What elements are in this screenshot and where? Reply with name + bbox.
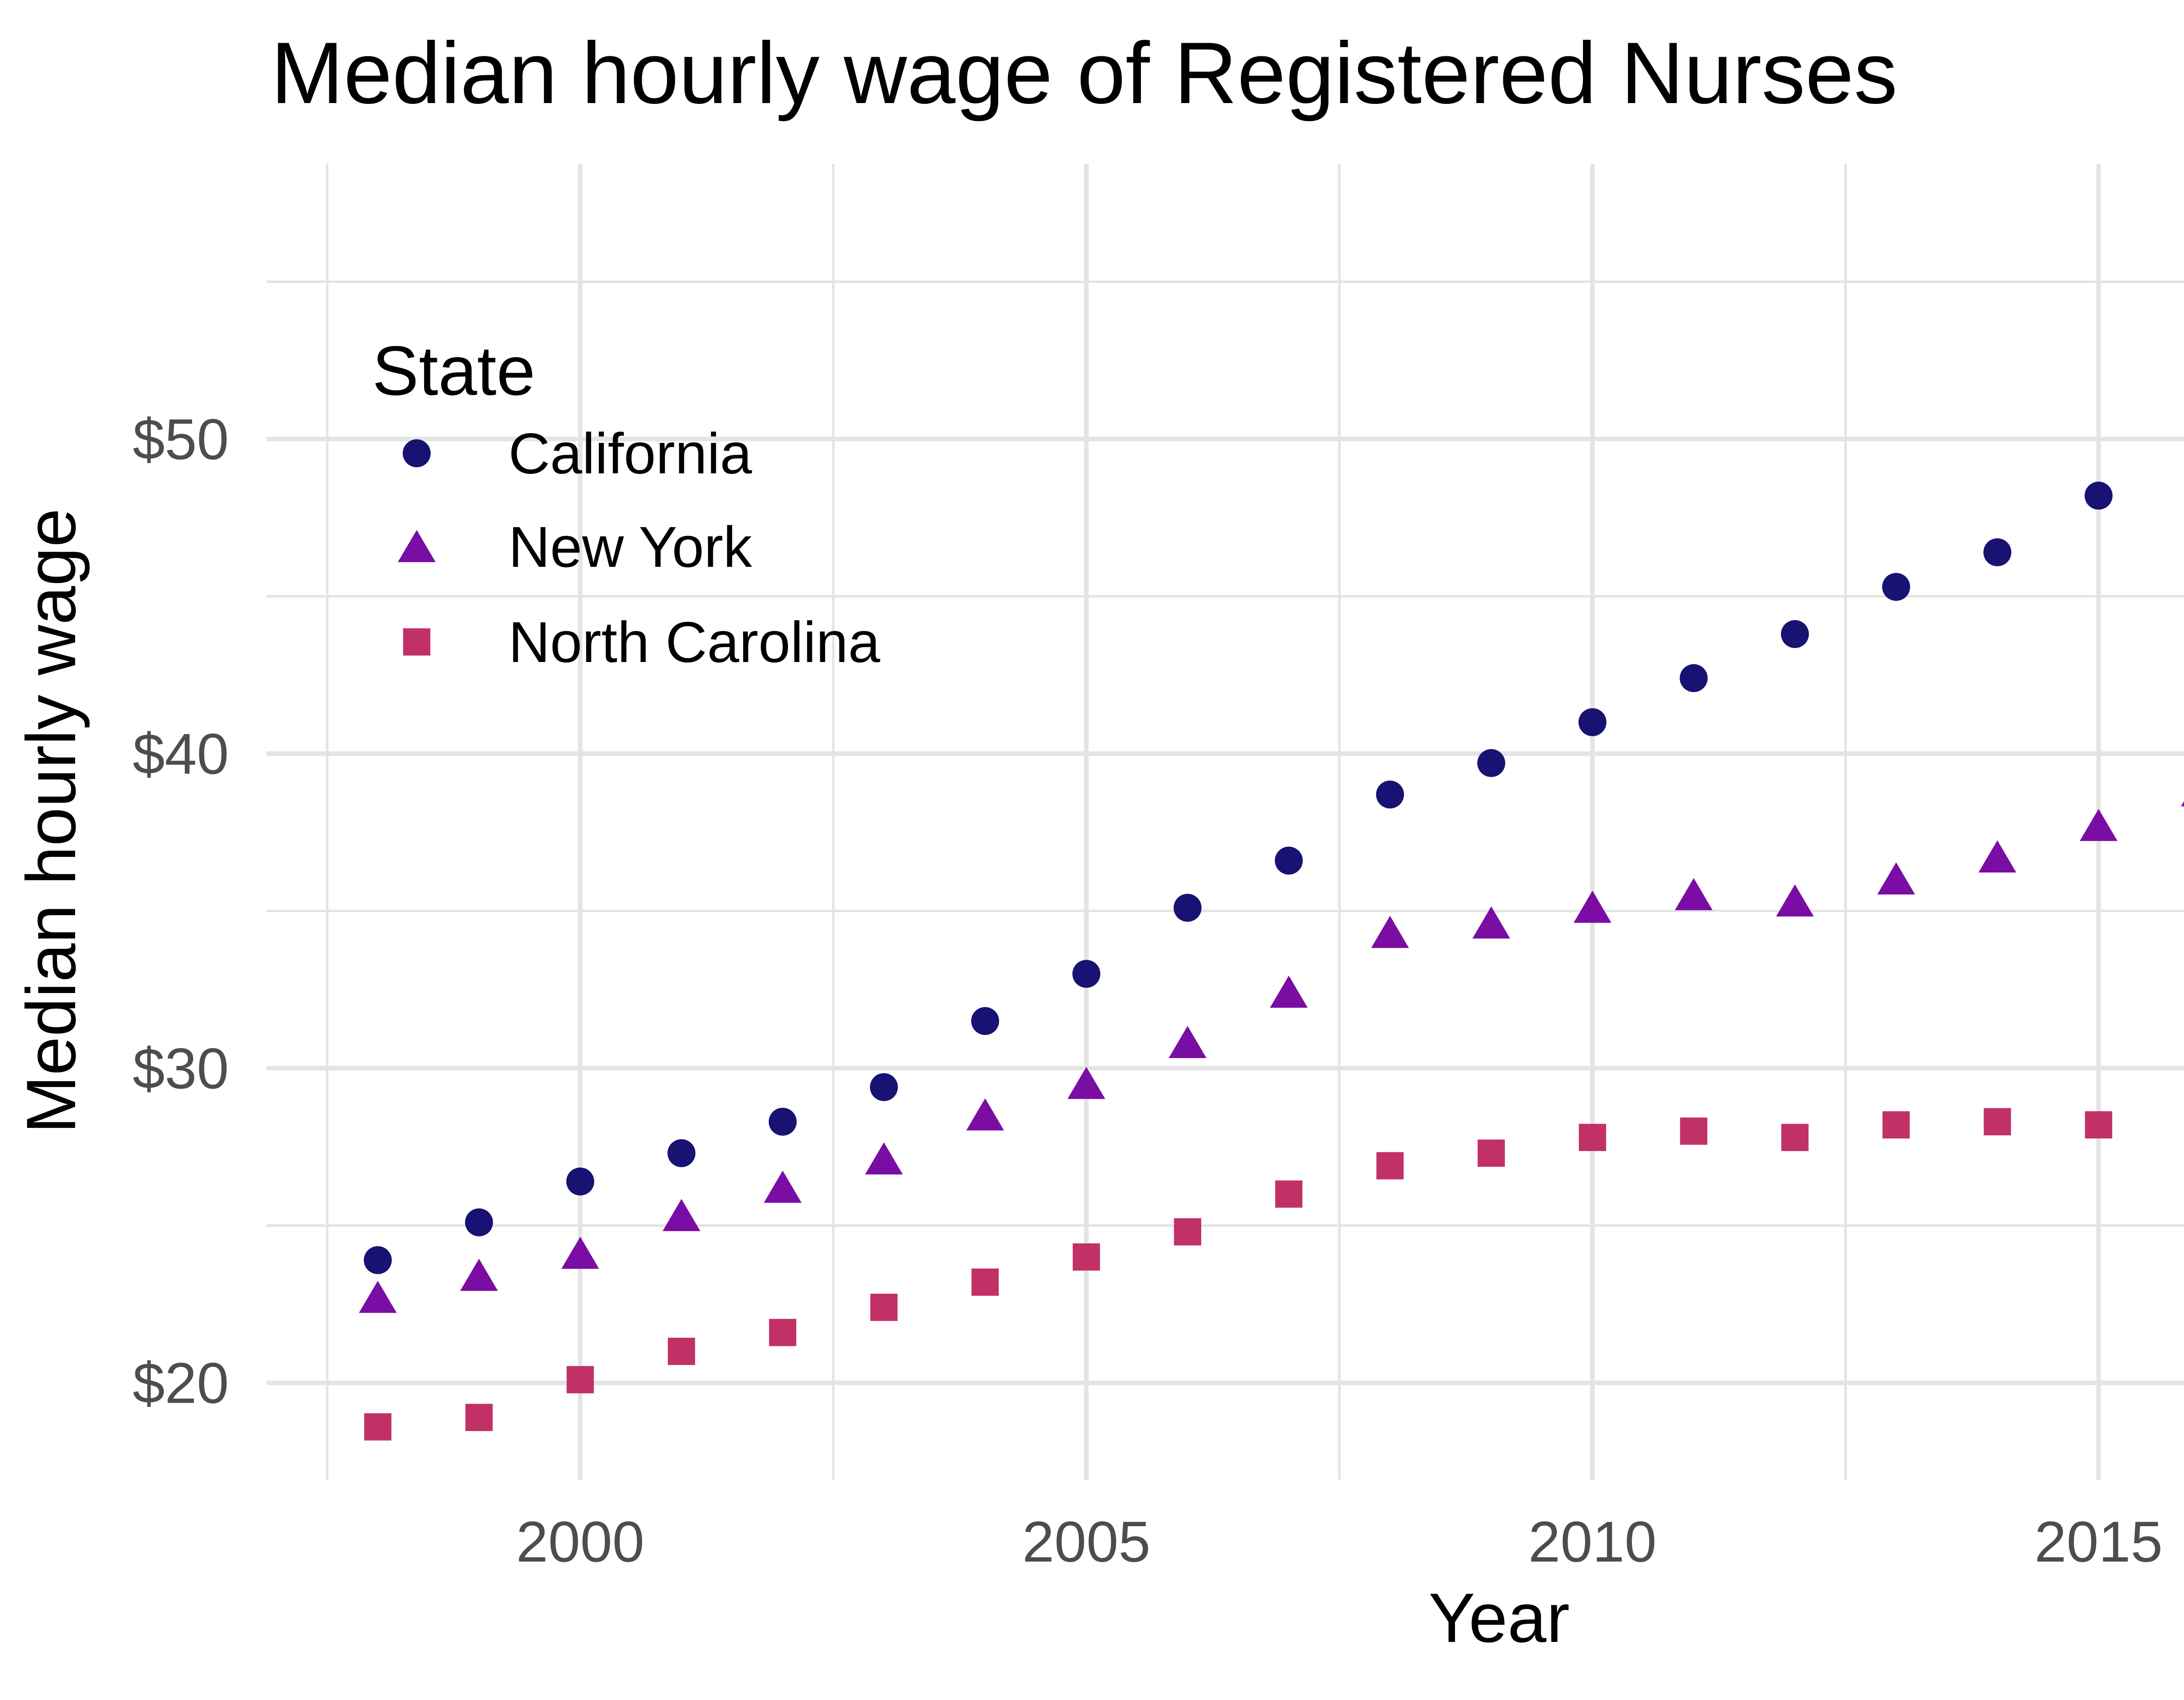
data-point-triangle xyxy=(662,1199,701,1231)
series-new-york xyxy=(359,801,2184,1313)
x-axis-title: Year xyxy=(1428,1579,1569,1657)
data-point-circle xyxy=(768,1107,797,1136)
y-tick-label: $50 xyxy=(133,407,229,471)
data-point-circle xyxy=(1983,538,2011,566)
data-point-triangle xyxy=(1776,884,1814,917)
axis-tick-labels: $20$30$40$5020002005201020152020 xyxy=(133,407,2163,1574)
data-point-triangle xyxy=(1675,878,1713,910)
data-point-circle xyxy=(363,1246,392,1274)
data-point-triangle xyxy=(1067,1067,1106,1099)
y-axis-title: Median hourly wage xyxy=(12,508,90,1134)
data-point-circle xyxy=(566,1167,594,1196)
legend-item-california: California xyxy=(403,421,752,486)
new-york-triangle-marker-icon xyxy=(397,530,436,562)
data-point-square xyxy=(2085,1111,2112,1139)
data-point-circle xyxy=(1275,846,1303,875)
series-north-carolina xyxy=(364,1108,2112,1441)
data-point-circle xyxy=(667,1139,696,1167)
data-point-triangle xyxy=(460,1259,498,1291)
data-point-circle xyxy=(465,1208,493,1237)
data-point-square xyxy=(465,1403,493,1431)
legend-item-north-carolina: North Carolina xyxy=(403,610,881,674)
data-point-square xyxy=(971,1268,999,1296)
data-point-triangle xyxy=(1877,862,1915,895)
california-circle-marker-icon xyxy=(403,439,431,467)
data-point-square xyxy=(1882,1111,1910,1139)
data-point-circle xyxy=(1376,780,1404,809)
data-point-circle xyxy=(1578,708,1607,736)
data-point-square xyxy=(870,1293,898,1321)
y-tick-label: $20 xyxy=(133,1351,229,1415)
legend-item-label: California xyxy=(508,421,752,486)
data-point-triangle xyxy=(764,1170,802,1203)
data-point-triangle xyxy=(1371,916,1409,948)
x-tick-label: 2010 xyxy=(1528,1510,1657,1574)
data-point-square xyxy=(364,1413,392,1441)
data-point-triangle xyxy=(561,1237,599,1269)
data-point-triangle xyxy=(1978,840,2016,872)
data-point-square xyxy=(1174,1218,1202,1246)
legend: State California New York North Carolina xyxy=(372,331,881,674)
data-point-square xyxy=(1477,1139,1505,1167)
x-tick-label: 2015 xyxy=(2035,1510,2163,1574)
data-point-circle xyxy=(1477,749,1506,777)
north-carolina-square-marker-icon xyxy=(403,628,431,656)
data-point-circle xyxy=(1173,893,1202,922)
data-point-square xyxy=(1680,1117,1707,1145)
data-point-square xyxy=(567,1366,594,1393)
data-point-square xyxy=(1984,1108,2011,1135)
data-point-triangle xyxy=(2181,801,2184,807)
data-point-triangle xyxy=(2080,809,2118,841)
data-point-square xyxy=(1072,1243,1100,1271)
y-tick-label: $30 xyxy=(133,1036,229,1100)
data-point-triangle xyxy=(865,1142,903,1175)
data-point-circle xyxy=(1679,664,1708,692)
data-point-triangle xyxy=(966,1098,1004,1131)
data-point-triangle xyxy=(1270,976,1308,1008)
x-tick-label: 2000 xyxy=(516,1510,645,1574)
data-point-square xyxy=(1781,1124,1809,1151)
panel-gridlines xyxy=(266,164,2184,1480)
x-tick-label: 2005 xyxy=(1022,1510,1151,1574)
y-tick-label: $40 xyxy=(133,722,229,786)
data-point-circle xyxy=(1882,572,1910,601)
data-point-circle xyxy=(971,1007,999,1035)
data-points xyxy=(359,482,2184,1441)
data-point-square xyxy=(1275,1180,1303,1208)
data-point-triangle xyxy=(359,1280,397,1313)
data-point-square xyxy=(1579,1124,1606,1151)
series-california xyxy=(363,482,2113,1274)
legend-title: State xyxy=(372,331,536,410)
data-point-square xyxy=(667,1338,695,1365)
chart-title: Median hourly wage of Registered Nurses xyxy=(271,24,1897,122)
data-point-triangle xyxy=(1168,1026,1206,1058)
data-point-circle xyxy=(1072,960,1101,988)
data-point-square xyxy=(1376,1152,1404,1179)
legend-item-new-york: New York xyxy=(397,515,753,579)
data-point-triangle xyxy=(1472,906,1510,939)
data-point-circle xyxy=(1781,620,1809,648)
legend-item-label: New York xyxy=(508,515,753,579)
data-point-square xyxy=(769,1319,797,1346)
data-point-circle xyxy=(2084,482,2113,510)
data-point-circle xyxy=(870,1073,898,1101)
data-point-triangle xyxy=(1573,890,1611,923)
legend-item-label: North Carolina xyxy=(508,610,881,674)
